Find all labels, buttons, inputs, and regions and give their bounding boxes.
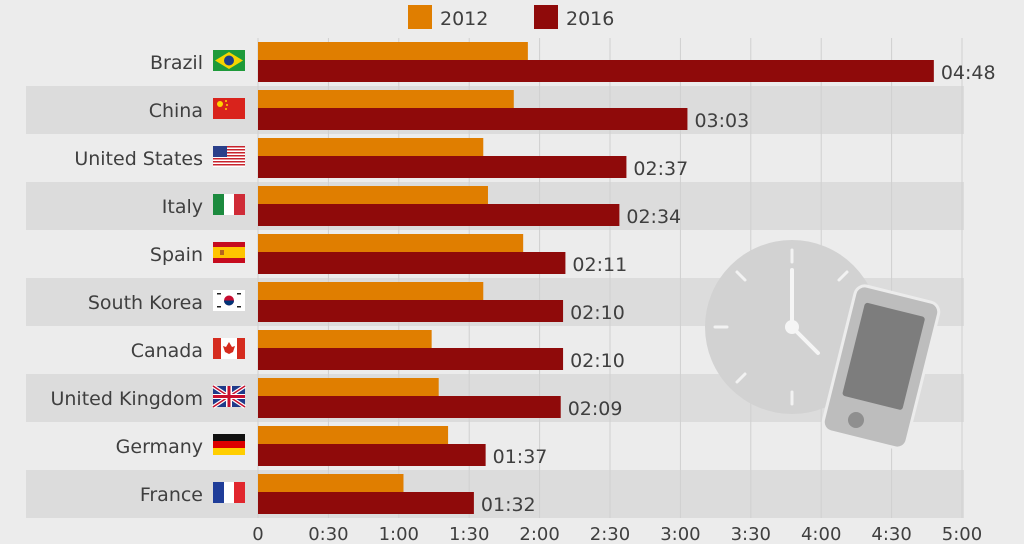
category-label: France — [140, 484, 203, 506]
bar-2016-china — [258, 108, 688, 130]
x-tick-label: 0 — [252, 524, 263, 544]
data-label: 02:34 — [626, 206, 681, 228]
x-tick-label: 3:30 — [731, 524, 771, 544]
flag-united-states-icon — [213, 146, 245, 167]
x-tick-label: 0:30 — [308, 524, 348, 544]
flag-germany-icon — [213, 434, 245, 455]
flag-china-icon — [213, 98, 245, 119]
category-label: Germany — [116, 436, 203, 458]
x-tick-label: 5:00 — [942, 524, 982, 544]
flag-brazil-icon — [213, 50, 245, 71]
data-label: 02:09 — [568, 398, 623, 420]
flag-south-korea-icon — [213, 290, 245, 311]
smartphone-icon — [821, 284, 941, 450]
clock-phone-illustration — [705, 240, 941, 450]
bar-2012-spain — [258, 234, 524, 255]
data-label: 01:37 — [493, 446, 548, 468]
data-label: 03:03 — [694, 110, 749, 132]
data-label: 02:37 — [633, 158, 688, 180]
row-band — [26, 470, 964, 518]
x-tick-label: 4:00 — [801, 524, 841, 544]
x-tick-label: 3:00 — [660, 524, 700, 544]
category-label: South Korea — [88, 292, 203, 314]
x-tick-label: 1:30 — [449, 524, 489, 544]
flag-canada-icon — [213, 338, 245, 359]
bar-2016-united-kingdom — [258, 396, 561, 418]
bar-2016-spain — [258, 252, 566, 274]
data-label: 02:11 — [572, 254, 627, 276]
bar-2016-germany — [258, 444, 486, 466]
bar-2016-italy — [258, 204, 620, 226]
data-label: 02:10 — [570, 302, 625, 324]
x-tick-label: 1:00 — [379, 524, 419, 544]
category-label: Italy — [162, 196, 203, 218]
bar-2016-united-states — [258, 156, 627, 178]
flag-united-kingdom-icon — [211, 384, 247, 409]
x-tick-label: 4:30 — [871, 524, 911, 544]
bar-2016-canada — [258, 348, 564, 370]
legend-swatch — [408, 5, 432, 29]
data-label: 04:48 — [941, 62, 996, 84]
legend-label: 2016 — [566, 8, 614, 30]
category-label: United States — [74, 148, 203, 170]
bar-2016-brazil — [258, 60, 934, 82]
x-tick-label: 2:00 — [519, 524, 559, 544]
bar-2012-brazil — [258, 42, 528, 63]
bar-2012-italy — [258, 186, 488, 207]
category-label: China — [149, 100, 203, 122]
bar-2012-united-states — [258, 138, 484, 159]
data-label: 02:10 — [570, 350, 625, 372]
bar-2016-south-korea — [258, 300, 564, 322]
category-label: Brazil — [150, 52, 203, 74]
category-label: Spain — [150, 244, 203, 266]
bar-2016-france — [258, 492, 474, 514]
flag-italy-icon — [213, 194, 245, 215]
bar-2012-south-korea — [258, 282, 484, 303]
flag-spain-icon — [213, 242, 245, 263]
category-label: United Kingdom — [50, 388, 203, 410]
category-label: Canada — [131, 340, 203, 362]
bar-2012-germany — [258, 426, 449, 447]
legend-label: 2012 — [440, 8, 488, 30]
flag-france-icon — [213, 482, 245, 503]
bar-2012-france — [258, 474, 404, 495]
legend-swatch — [534, 5, 558, 29]
x-tick-label: 2:30 — [590, 524, 630, 544]
bar-2012-china — [258, 90, 514, 111]
bar-2012-canada — [258, 330, 432, 351]
bar-2012-united-kingdom — [258, 378, 439, 399]
data-label: 01:32 — [481, 494, 536, 516]
